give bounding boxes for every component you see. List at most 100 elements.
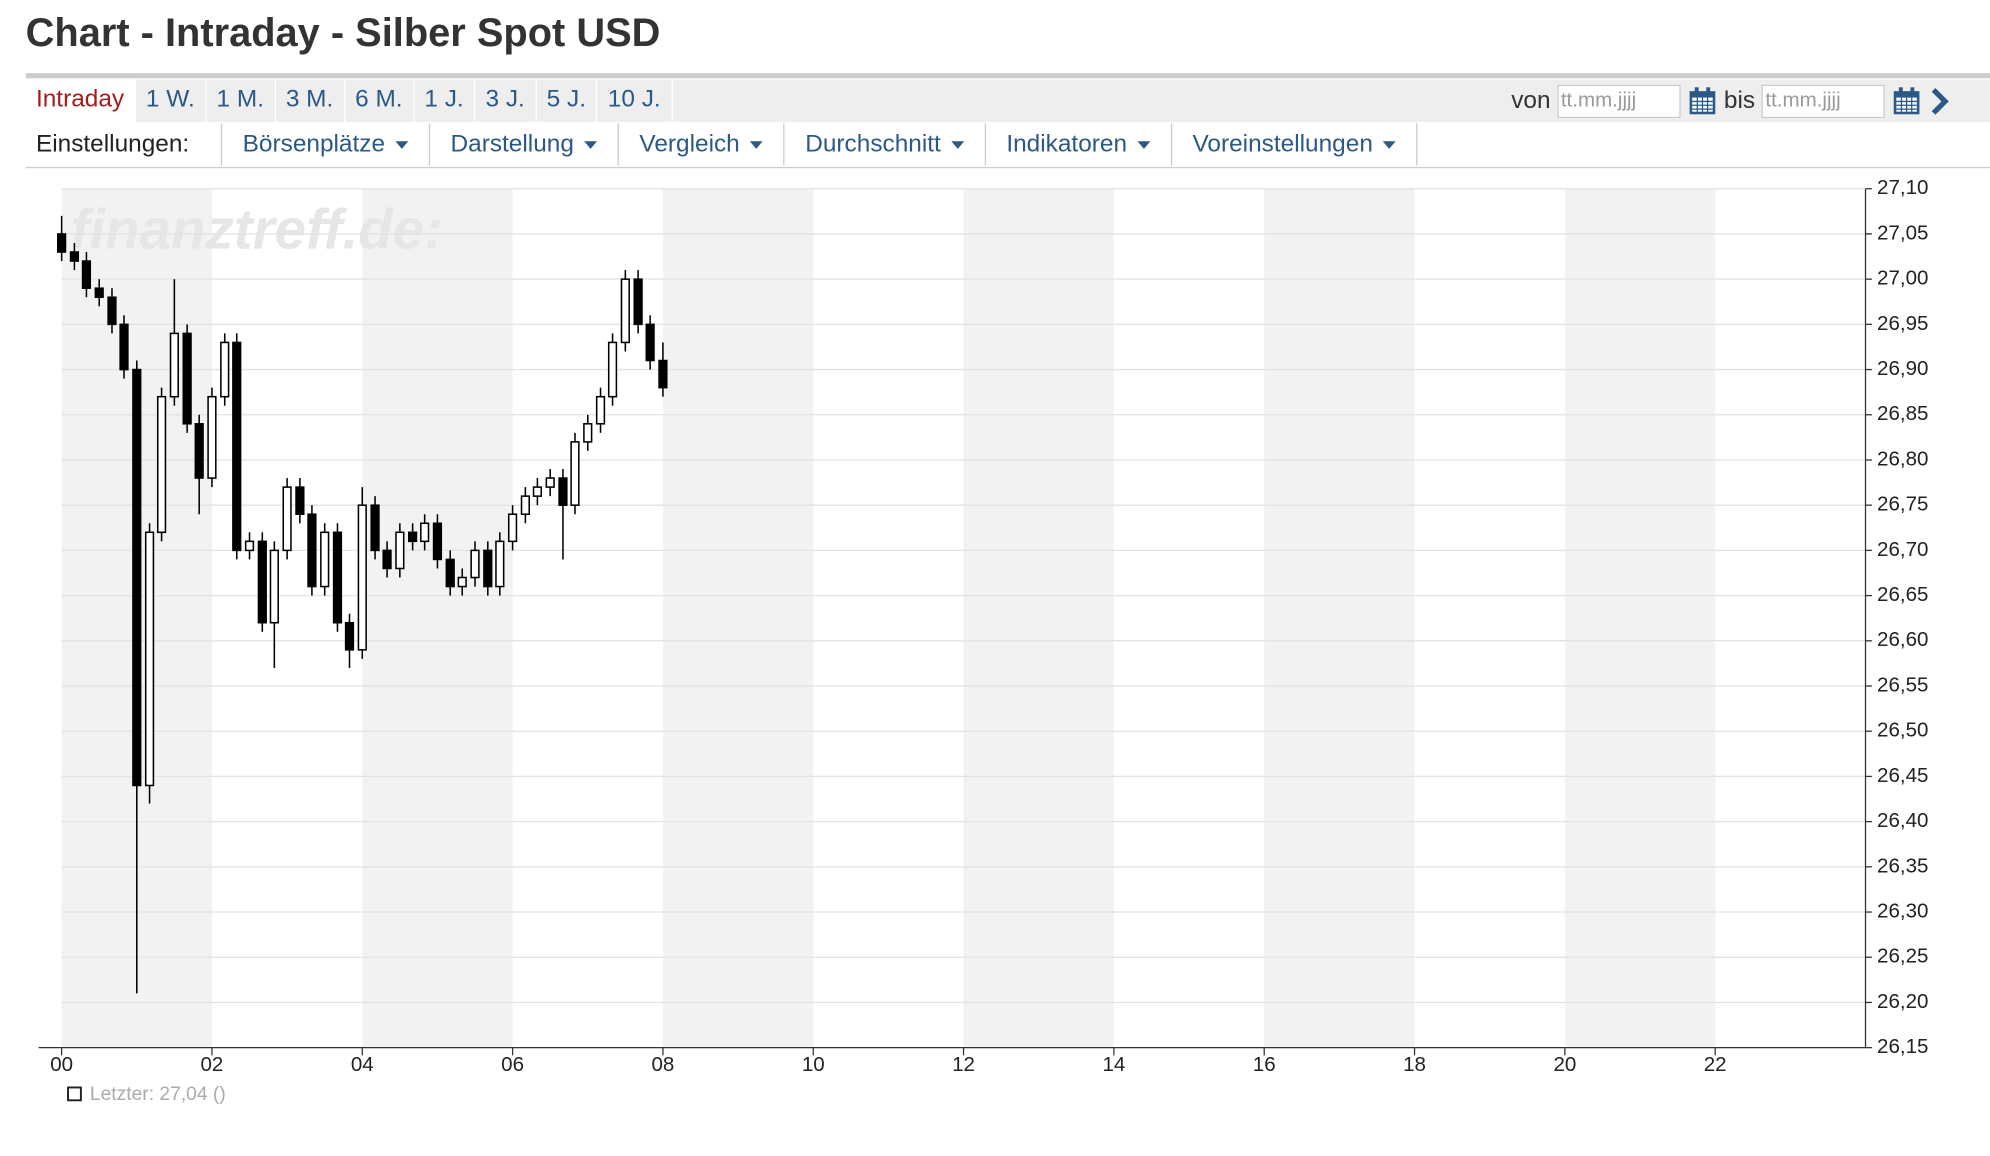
tab-bar: Intraday 1 W. 1 M. 3 M. 6 M. 1 J. 3 J. 5 J. 10 J… (25, 79, 1990, 122)
candle-body (244, 540, 255, 552)
candle-body (583, 423, 593, 443)
candle-body (470, 549, 480, 579)
y-tick-label: 26,95 (1877, 312, 1928, 335)
candle-body (620, 278, 630, 344)
to-input[interactable]: tt.mm.jjjj (1761, 84, 1885, 119)
time-band (963, 188, 1114, 1048)
dropdown-menu[interactable]: Voreinstellungen (1170, 123, 1418, 166)
time-band (1264, 188, 1415, 1048)
y-tick-label: 27,00 (1877, 267, 1928, 290)
candle-body (156, 395, 167, 534)
time-band (662, 188, 814, 1048)
y-tick-label: 27,05 (1877, 221, 1928, 244)
candle-body (194, 423, 204, 479)
y-tick-label: 26,80 (1877, 447, 1928, 470)
candle-body (269, 549, 279, 624)
candle-body (344, 621, 355, 651)
candle-body (420, 522, 430, 543)
divider (25, 73, 1990, 79)
dropdown-menu[interactable]: Vergleich (617, 123, 784, 166)
candle-body (545, 477, 555, 488)
candle-body (395, 531, 405, 570)
candle-body (207, 395, 217, 479)
candle-body (645, 323, 655, 362)
page-title: Chart - Intraday - Silber Spot USD (25, 10, 661, 56)
candle-body (282, 486, 292, 552)
y-tick-label: 26,85 (1877, 402, 1928, 425)
from-label: von (1511, 87, 1551, 115)
candle-body (295, 486, 305, 515)
y-tick-label: 26,65 (1877, 583, 1928, 606)
candle-body (507, 513, 518, 543)
y-tick-label: 26,45 (1877, 764, 1928, 787)
watermark: finanztreff.de: (71, 198, 443, 261)
candle-body (144, 531, 155, 787)
y-tick-label: 26,75 (1877, 493, 1928, 516)
candle-body (169, 332, 179, 398)
candle-body (570, 441, 580, 506)
candle-body (532, 486, 543, 497)
tab[interactable]: 6 M. (345, 79, 415, 122)
candle-body (332, 531, 343, 624)
candle-body (81, 260, 92, 289)
x-tick-label: 22 (1704, 1053, 1727, 1076)
calendar-icon[interactable] (1891, 86, 1922, 117)
candle-body (57, 233, 67, 253)
x-tick-label: 18 (1403, 1053, 1426, 1076)
tab[interactable]: 3 J. (475, 79, 537, 122)
candle-body (320, 531, 330, 588)
candle-body (495, 540, 505, 588)
x-tick-label: 04 (351, 1053, 374, 1076)
x-tick-label: 00 (50, 1053, 73, 1076)
date-range: von tt.mm.jjjj bis tt.mm.jjjj (1511, 84, 1951, 119)
settings-bar: Einstellungen: Börsenplätze Darstellung Ve… (25, 123, 1990, 169)
dropdown-menu[interactable]: Durchschnitt (783, 123, 984, 166)
tab[interactable]: 10 J. (598, 79, 673, 122)
y-tick-label: 27,10 (1877, 176, 1928, 199)
to-label: bis (1723, 87, 1756, 115)
candle-body (357, 504, 367, 651)
y-tick-label: 26,90 (1877, 357, 1928, 380)
dropdown-menu[interactable]: Börsenplätze (220, 123, 429, 166)
candle-body (595, 395, 606, 425)
candle-body (307, 513, 317, 588)
y-tick-label: 26,50 (1877, 719, 1928, 742)
tab[interactable]: 1 W. (136, 79, 207, 122)
legend-label: Letzter: 27,04 () (90, 1084, 226, 1105)
candle-body (257, 540, 267, 624)
y-tick-label: 26,70 (1877, 538, 1928, 561)
x-tick-label: 10 (802, 1053, 825, 1076)
tab[interactable]: Intraday (25, 79, 136, 122)
y-tick-label: 26,25 (1877, 945, 1928, 968)
time-band (1564, 188, 1716, 1048)
y-tick-label: 26,20 (1877, 990, 1928, 1013)
candle-body (445, 558, 455, 588)
dropdown-menu[interactable]: Darstellung (428, 123, 618, 166)
y-tick-label: 26,60 (1877, 628, 1928, 651)
candle-body (408, 531, 418, 543)
candle-body (432, 522, 443, 561)
candle-body (94, 287, 104, 298)
legend-swatch (67, 1086, 82, 1102)
tab[interactable]: 3 M. (276, 79, 345, 122)
candle-body (370, 504, 380, 552)
calendar-icon[interactable] (1687, 86, 1718, 117)
y-tick-label: 26,35 (1877, 854, 1928, 877)
candle-body (132, 368, 142, 787)
x-tick-label: 12 (952, 1053, 975, 1076)
tab[interactable]: 5 J. (536, 79, 598, 122)
candle-body (633, 278, 643, 326)
y-tick-label: 26,30 (1877, 899, 1928, 922)
candle-body (520, 495, 530, 515)
x-tick-label: 16 (1253, 1053, 1276, 1076)
dropdown-menu[interactable]: Indikatoren (984, 123, 1170, 166)
tab[interactable]: 1 J. (414, 79, 476, 122)
candle-body (457, 576, 467, 588)
candle-body (658, 359, 668, 389)
from-input[interactable]: tt.mm.jjjj (1556, 84, 1681, 119)
x-tick-label: 08 (651, 1053, 674, 1076)
tab[interactable]: 1 M. (206, 79, 276, 122)
next-arrow[interactable] (1928, 86, 1951, 117)
candle-body (220, 341, 230, 398)
